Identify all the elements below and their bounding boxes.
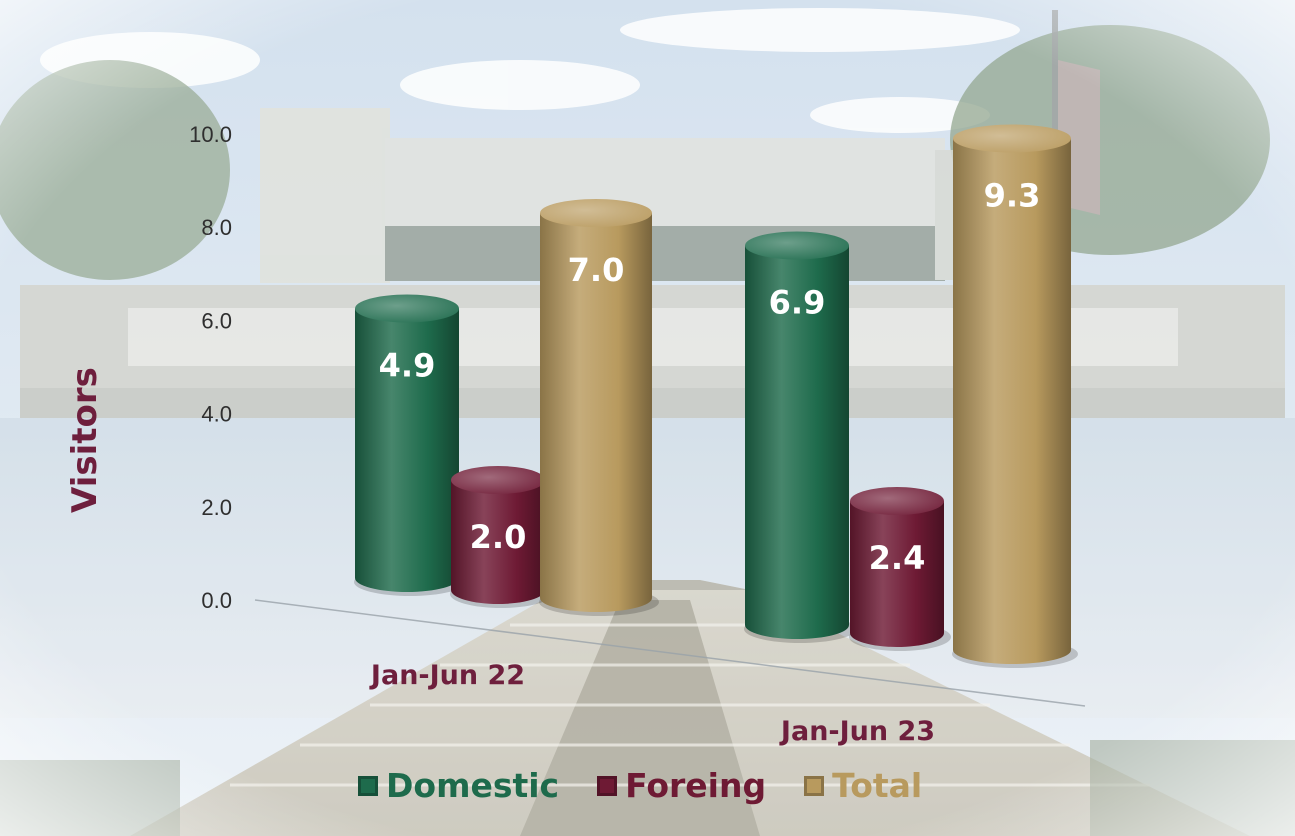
legend-swatch	[804, 775, 825, 796]
bar-top	[953, 124, 1071, 153]
bar-domestic-2: 6.9	[744, 231, 856, 643]
legend-label: Foreing	[625, 766, 767, 805]
legend-swatch	[597, 775, 618, 796]
bar-top	[850, 487, 944, 515]
x-axis-categories: Jan-Jun 22 Jan-Jun 23	[369, 660, 935, 747]
y-tick-label: 2.0	[201, 495, 232, 520]
chart-floor-line	[254, 599, 1086, 707]
legend-item-foreing: Foreing	[597, 766, 766, 805]
legend-label: Total	[832, 766, 923, 805]
y-axis-title: Visitors	[65, 367, 105, 513]
bars: 4.9 2.0 7.0 6.9 2.4 9.3	[354, 124, 1078, 668]
y-tick-label: 6.0	[201, 308, 232, 333]
bar-value-label: 7.0	[568, 251, 625, 289]
y-tick-label: 4.0	[201, 402, 232, 427]
bar-top	[745, 231, 849, 260]
bar-body	[540, 213, 652, 612]
legend-item-domestic: Domestic	[358, 766, 559, 805]
bar-value-label: 9.3	[984, 177, 1041, 215]
bar-top	[355, 294, 459, 323]
x-category-label: Jan-Jun 22	[369, 660, 525, 691]
legend: Domestic Foreing Total	[358, 766, 922, 805]
y-axis: 0.0 2.0 4.0 6.0 8.0 10.0 Visitors	[65, 122, 232, 613]
bar-domestic-1: 4.9	[354, 294, 466, 596]
bar-body	[451, 480, 545, 604]
bar-body	[850, 501, 944, 647]
x-category-label: Jan-Jun 23	[779, 716, 935, 747]
y-tick-label: 8.0	[201, 215, 232, 240]
legend-swatch	[358, 775, 378, 796]
bar-body	[355, 308, 459, 592]
bar-value-label: 2.4	[869, 539, 926, 577]
y-tick-label: 0.0	[201, 588, 232, 613]
bar-total-2: 9.3	[952, 124, 1078, 668]
bar-top	[451, 466, 545, 494]
bar-body	[953, 138, 1071, 664]
bar-body	[745, 245, 849, 639]
legend-item-total: Total	[804, 766, 922, 805]
y-tick-label: 10.0	[189, 122, 232, 147]
bar-top	[540, 199, 652, 227]
bar-value-label: 6.9	[769, 284, 826, 322]
legend-label: Domestic	[386, 766, 560, 805]
bar-value-label: 4.9	[379, 347, 436, 385]
bar-value-label: 2.0	[470, 518, 527, 556]
bar-foreing-1: 2.0	[450, 466, 552, 608]
bar-total-1: 7.0	[539, 199, 659, 616]
bar-foreing-2: 2.4	[849, 487, 951, 651]
